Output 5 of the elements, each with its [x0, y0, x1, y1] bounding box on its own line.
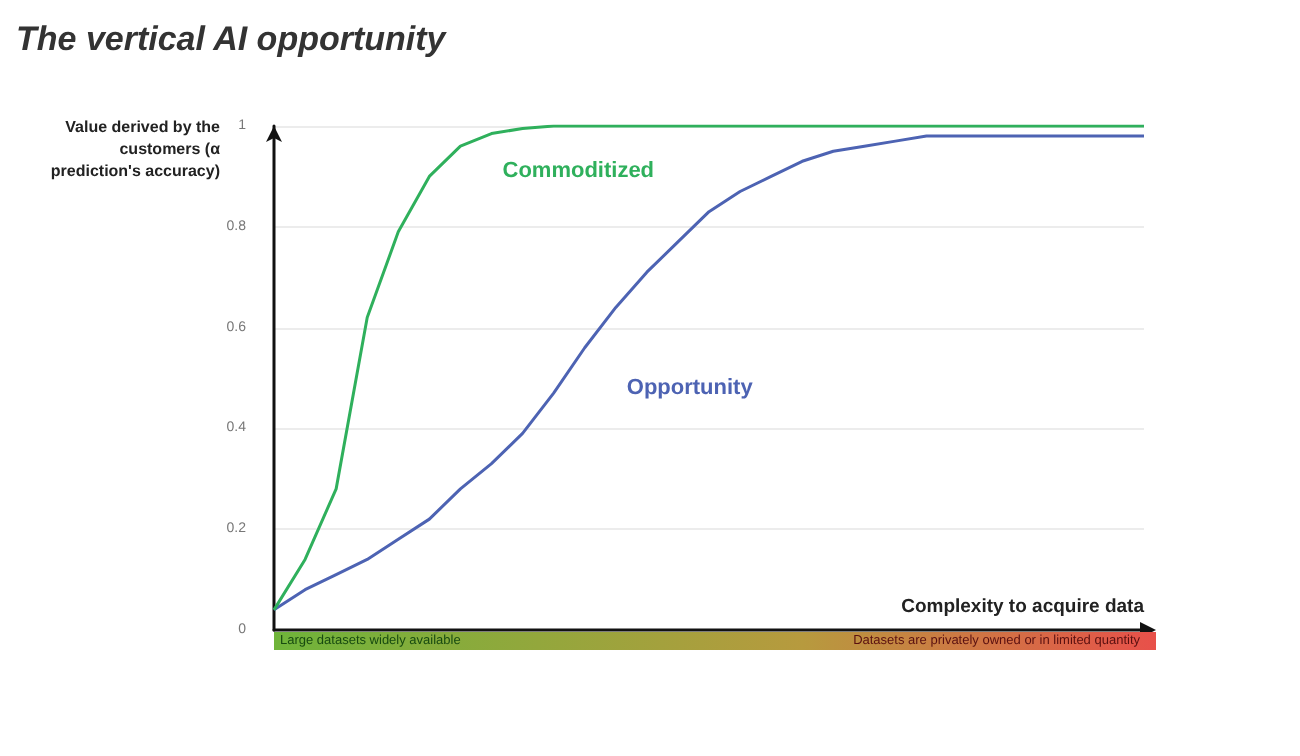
- text: Opportunity: [626, 376, 755, 401]
- series-label: Commoditized: [502, 159, 655, 184]
- y-axis-title: Value derived by the customers (α prediction's accuracy): [48, 116, 220, 182]
- x-axis-title: Complexity to acquire data: [901, 596, 1144, 618]
- chart-title: The vertical AI opportunity: [16, 20, 446, 60]
